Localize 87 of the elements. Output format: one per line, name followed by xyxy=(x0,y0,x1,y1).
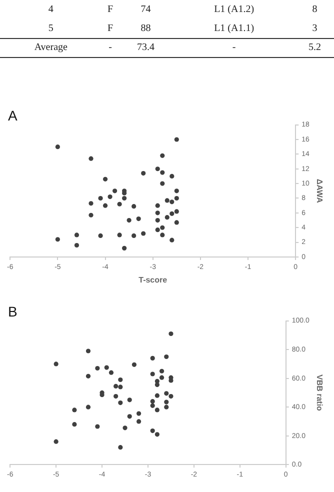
text: L1 (A1.1) xyxy=(213,22,256,36)
point xyxy=(132,204,136,208)
point xyxy=(98,232,103,238)
y-axis-title: VBB ratio xyxy=(314,374,324,411)
point xyxy=(155,227,160,232)
point xyxy=(170,237,174,242)
point xyxy=(150,428,155,433)
point xyxy=(118,384,123,389)
text: L1 (A1.2) xyxy=(213,3,256,17)
point xyxy=(154,407,160,412)
point xyxy=(72,407,77,412)
point xyxy=(136,418,142,424)
point xyxy=(55,236,60,242)
point xyxy=(154,432,160,436)
point xyxy=(160,170,165,174)
point xyxy=(160,224,165,230)
point xyxy=(155,202,160,208)
point xyxy=(170,173,174,178)
text: 8 xyxy=(311,3,318,17)
point xyxy=(164,198,170,202)
chart-title: A xyxy=(8,106,18,123)
point xyxy=(141,230,146,236)
point xyxy=(170,199,174,204)
point xyxy=(150,398,155,404)
point xyxy=(174,220,179,224)
point xyxy=(86,404,91,409)
point xyxy=(160,152,165,158)
point xyxy=(136,216,141,221)
point xyxy=(102,202,108,208)
text: 5.2 xyxy=(308,41,322,55)
text: F xyxy=(106,3,114,17)
point xyxy=(117,201,122,206)
point xyxy=(102,176,108,181)
point xyxy=(136,410,142,416)
point xyxy=(132,362,137,366)
text: 74 xyxy=(140,3,152,17)
text: 5 xyxy=(47,22,54,36)
point xyxy=(160,232,165,237)
point xyxy=(117,232,122,237)
point xyxy=(150,371,155,376)
point xyxy=(155,166,160,171)
point xyxy=(170,210,174,216)
point xyxy=(88,156,94,160)
point xyxy=(72,422,77,426)
point xyxy=(164,390,169,396)
point xyxy=(127,414,132,418)
point xyxy=(164,399,169,404)
chart-title: B xyxy=(8,302,18,319)
text: - xyxy=(231,41,237,55)
point xyxy=(160,180,165,186)
point xyxy=(74,232,80,237)
point xyxy=(112,188,118,193)
point xyxy=(54,361,58,366)
point xyxy=(122,245,127,250)
point xyxy=(122,425,128,430)
text: 88 xyxy=(140,22,152,36)
x-axis-title: T-score xyxy=(138,274,168,284)
text: 73.4 xyxy=(136,41,156,55)
point xyxy=(114,383,118,388)
point xyxy=(155,210,160,215)
point xyxy=(164,214,170,220)
point xyxy=(127,397,132,402)
text: 3 xyxy=(311,22,318,36)
point xyxy=(55,144,60,149)
point xyxy=(174,208,179,214)
text: - xyxy=(108,41,113,55)
point xyxy=(159,374,164,380)
point xyxy=(54,438,58,444)
point xyxy=(174,136,179,142)
text: 4 xyxy=(47,3,54,17)
point xyxy=(132,232,136,238)
point xyxy=(174,188,179,193)
point xyxy=(95,424,100,428)
point xyxy=(164,404,169,409)
text: F xyxy=(106,22,114,36)
point xyxy=(108,370,114,374)
point xyxy=(118,444,123,450)
point xyxy=(86,373,91,378)
point xyxy=(154,392,160,398)
point xyxy=(104,364,109,370)
point xyxy=(86,348,91,353)
point xyxy=(88,212,94,217)
point xyxy=(150,355,155,360)
y-axis-title: ΔAWA xyxy=(314,178,324,203)
point xyxy=(159,368,164,373)
text: Average xyxy=(33,41,68,55)
point xyxy=(88,200,94,206)
